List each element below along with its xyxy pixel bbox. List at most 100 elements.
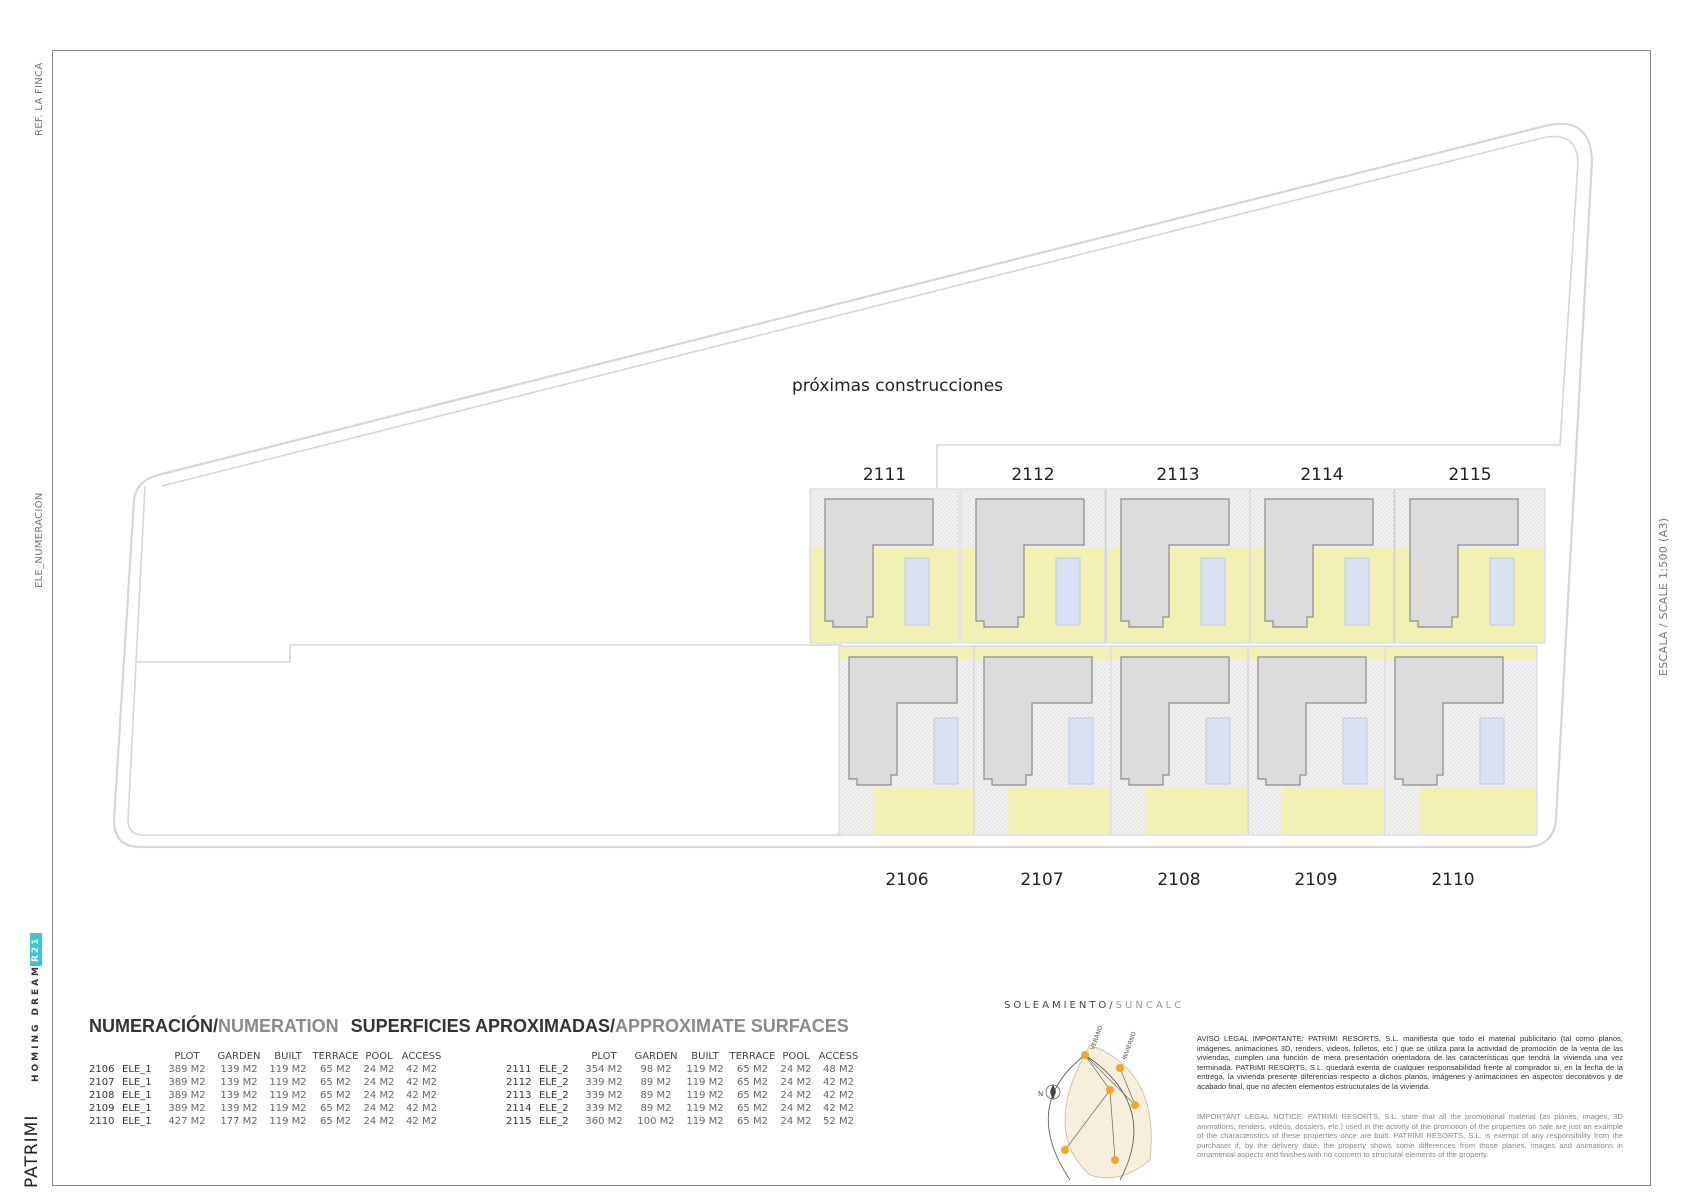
table-row: 2110 ELE_1 427 M2 177 M2 119 M2 65 M2 24 M2 42 …: [89, 1115, 446, 1128]
house-bottom-3: [1120, 656, 1230, 786]
cell-num: 2106: [89, 1064, 115, 1075]
house-bottom-1: [848, 656, 958, 786]
cell-built: 119 M2: [686, 1116, 724, 1127]
cell-pool: 24 M2: [363, 1116, 395, 1127]
cell-ele: ELE_1: [122, 1077, 152, 1088]
sun-markers: [1061, 1051, 1139, 1164]
cell-num: 2111: [506, 1064, 532, 1075]
garden-bottom-1: [873, 787, 973, 834]
cell-ele: ELE_2: [539, 1090, 569, 1101]
cell-pool: 24 M2: [780, 1077, 812, 1088]
garden-bottom-3: [1145, 787, 1247, 834]
table-row: 2113 ELE_2 339 M2 89 M2 119 M2 65 M2 24 M2 42 M…: [506, 1089, 863, 1102]
west-parcel-outline: [127, 485, 842, 836]
table-header-row: PLOT GARDEN BUILT TERRACE POOL ACCESS: [506, 1050, 863, 1063]
cell-built: 119 M2: [269, 1064, 307, 1075]
cell-garden: 98 M2: [640, 1064, 672, 1075]
house-bottom-5: [1394, 656, 1504, 786]
legal-notice-en: IMPORTANT LEGAL NOTICE: PATRIMI RESORTS,…: [1197, 1112, 1623, 1160]
north-arrow-icon: [1050, 1084, 1056, 1100]
drawing-frame: [52, 50, 1651, 1186]
cell-terrace: 65 M2: [320, 1116, 351, 1127]
cell-access: 42 M2: [406, 1103, 437, 1114]
pool-top-5: [1489, 557, 1515, 626]
house-top-4: [1264, 498, 1374, 628]
col-header-garden: GARDEN: [217, 1051, 261, 1062]
sun-title-es: SOLEAMIENTO/: [1004, 1000, 1116, 1011]
cell-access: 42 M2: [406, 1077, 437, 1088]
pool-bottom-2: [1068, 717, 1094, 785]
lot-number-2109: 2109: [1294, 870, 1337, 890]
cell-built: 119 M2: [686, 1077, 724, 1088]
col-header-terrace: TERRACE: [729, 1051, 776, 1062]
cell-num: 2114: [506, 1103, 532, 1114]
title-approximate: APPROXIMATE SURFACES: [615, 1016, 849, 1036]
cell-built: 119 M2: [686, 1064, 724, 1075]
cell-built: 119 M2: [269, 1116, 307, 1127]
cell-terrace: 65 M2: [737, 1077, 768, 1088]
cell-garden: 177 M2: [220, 1116, 258, 1127]
cell-garden: 139 M2: [220, 1103, 258, 1114]
cell-access: 48 M2: [823, 1064, 854, 1075]
cell-plot: 360 M2: [585, 1116, 623, 1127]
pool-bottom-4: [1342, 717, 1368, 785]
cell-built: 119 M2: [269, 1077, 307, 1088]
col-header-pool: POOL: [365, 1051, 393, 1062]
house-top-3: [1120, 498, 1230, 628]
table-row: 2107 ELE_1 389 M2 139 M2 119 M2 65 M2 24 M2 42 …: [89, 1076, 446, 1089]
cell-num: 2110: [89, 1116, 115, 1127]
house-top-5: [1409, 498, 1519, 628]
col-header-access: ACCESS: [401, 1051, 442, 1062]
col-header-plot: PLOT: [591, 1051, 617, 1062]
cell-pool: 24 M2: [780, 1103, 812, 1114]
table-row: 2108 ELE_1 389 M2 139 M2 119 M2 65 M2 24 M2 42 …: [89, 1089, 446, 1102]
house-bottom-2: [983, 656, 1093, 786]
col-header-access: ACCESS: [818, 1051, 859, 1062]
col-header-built: BUILT: [274, 1051, 302, 1062]
garden-bottom-5: [1419, 787, 1536, 834]
cell-ele: ELE_1: [122, 1064, 152, 1075]
surfaces-table-ele2: PLOT GARDEN BUILT TERRACE POOL ACCESS 2111 ELE…: [506, 1050, 863, 1128]
cell-terrace: 65 M2: [737, 1090, 768, 1101]
future-construction-label: próximas construcciones: [792, 376, 1003, 396]
cell-ele: ELE_2: [539, 1077, 569, 1088]
cell-access: 42 M2: [406, 1064, 437, 1075]
patrimi-logo: PATRIMI: [22, 1114, 42, 1188]
cell-plot: 389 M2: [168, 1090, 206, 1101]
cell-ele: ELE_2: [539, 1116, 569, 1127]
cell-terrace: 65 M2: [320, 1064, 351, 1075]
lot-number-2108: 2108: [1157, 870, 1200, 890]
garden-strip-bottom-4: [1249, 647, 1384, 659]
cell-plot: 354 M2: [585, 1064, 623, 1075]
cell-num: 2108: [89, 1090, 115, 1101]
house-top-2: [975, 498, 1085, 628]
table-header-row: PLOT GARDEN BUILT TERRACE POOL ACCESS: [89, 1050, 446, 1063]
cell-garden: 139 M2: [220, 1090, 258, 1101]
cell-built: 119 M2: [686, 1090, 724, 1101]
pool-bottom-3: [1205, 717, 1231, 785]
cell-pool: 24 M2: [363, 1077, 395, 1088]
cell-num: 2113: [506, 1090, 532, 1101]
cell-garden: 139 M2: [220, 1064, 258, 1075]
table-row: 2109 ELE_1 389 M2 139 M2 119 M2 65 M2 24 M2 42 …: [89, 1102, 446, 1115]
sun-path-diagram: N VERANO INVIERNO: [1038, 1024, 1152, 1181]
r21-badge: R21: [30, 932, 42, 966]
legal-notice-es: AVISO LEGAL IMPORTANTE: PATRIMI RESORTS,…: [1197, 1034, 1623, 1091]
cell-terrace: 65 M2: [320, 1077, 351, 1088]
cell-garden: 89 M2: [640, 1103, 672, 1114]
cell-num: 2109: [89, 1103, 115, 1114]
sun-area: [1064, 1044, 1152, 1179]
invierno-label: INVIERNO: [1121, 1030, 1138, 1060]
lot-number-2114: 2114: [1300, 465, 1343, 485]
cell-garden: 89 M2: [640, 1077, 672, 1088]
north-label: N: [1038, 1090, 1043, 1098]
cell-access: 42 M2: [823, 1090, 854, 1101]
cell-terrace: 65 M2: [737, 1064, 768, 1075]
table-row: 2114 ELE_2 339 M2 89 M2 119 M2 65 M2 24 M2 42 M…: [506, 1102, 863, 1115]
cell-ele: ELE_1: [122, 1103, 152, 1114]
lot-number-2107: 2107: [1020, 870, 1063, 890]
table-row: 2111 ELE_2 354 M2 98 M2 119 M2 65 M2 24 M2 48 M…: [506, 1063, 863, 1076]
pool-bottom-1: [933, 717, 959, 785]
cell-pool: 24 M2: [780, 1090, 812, 1101]
